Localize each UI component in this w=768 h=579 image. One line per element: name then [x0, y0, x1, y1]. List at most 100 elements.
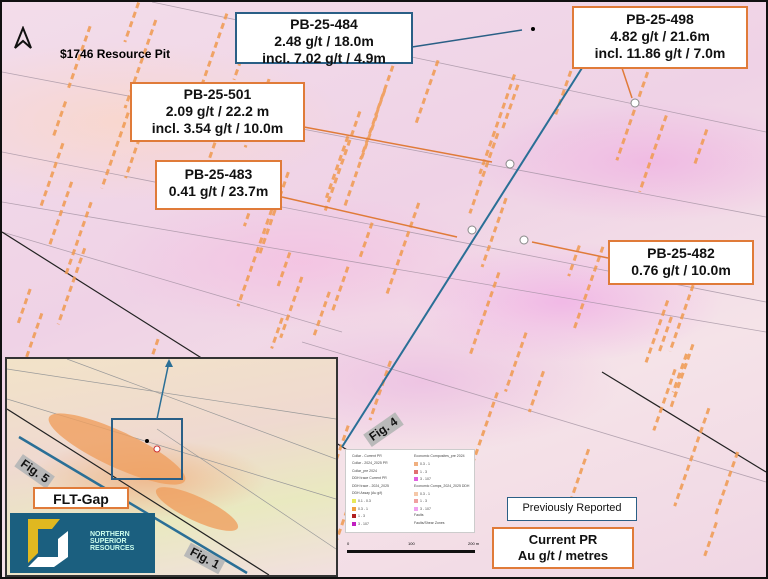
legend-label: 0.3 - 1 [420, 491, 430, 496]
drill-trace [374, 18, 411, 117]
drill-trace [357, 222, 374, 261]
legend-entry: 0.3 - 1 [352, 506, 368, 511]
logo-line: SUPERIOR [90, 538, 127, 545]
legend-swatch [352, 514, 356, 519]
logo-mark-icon [28, 519, 68, 567]
drill-trace [323, 111, 362, 212]
grade-incl: incl. 7.02 g/t / 4.9m [262, 49, 386, 66]
drill-trace [500, 84, 520, 132]
logo-line: RESOURCES [90, 545, 135, 552]
hole-id: PB-25-498 [626, 11, 694, 27]
legend-label: 1 - 3 [420, 499, 428, 504]
callout-pb-25-501: PB-25-501 2.09 g/t / 22.2 m incl. 3.54 g… [130, 82, 305, 142]
legend-swatch [414, 492, 418, 496]
north-arrow-icon [12, 25, 34, 57]
drill-trace [478, 74, 517, 175]
drill-trace [257, 171, 290, 257]
drill-trace [615, 71, 650, 161]
legend-label: Collar - Current PR [352, 454, 382, 458]
drill-trace [570, 448, 591, 499]
drill-trace [279, 276, 304, 339]
drill-trace [276, 251, 292, 287]
drill-trace [671, 353, 689, 393]
legend-label: 0.1 - 0.3 [358, 499, 371, 504]
key-current-units: Au g/t / metres [517, 547, 609, 563]
drill-trace [123, 19, 158, 109]
drill-trace [16, 288, 32, 326]
legend-entry: DDH trace Current PR [352, 476, 387, 481]
legend-label: Economic Composites_pre 2024 [414, 454, 465, 458]
legend-entry: Economic Composites_pre 2024 [414, 454, 465, 459]
drill-trace [652, 368, 677, 431]
legend-label: 1 - 3 [358, 514, 366, 519]
drill-trace [673, 407, 711, 507]
hole-id: PB-25-483 [184, 166, 253, 182]
drill-trace [51, 101, 68, 138]
legend-label: DDH trace - 2024_2025 [352, 483, 389, 488]
drill-trace [461, 391, 499, 493]
callout-pb-25-483: PB-25-483 0.41 g/t / 23.7m [155, 160, 282, 210]
legend-swatch [414, 477, 418, 482]
legend-label: DDH trace Current PR [352, 476, 387, 481]
legend-entry: Faults [414, 513, 424, 518]
inset-map: Fig. 5 Fig. 1 FLT-Gap NORTHERN SUPERIOR … [5, 357, 338, 577]
hole-id: PB-25-501 [183, 86, 252, 102]
legend-entry: Collar_pre 2024 [352, 469, 377, 474]
company-logo: NORTHERN SUPERIOR RESOURCES [10, 513, 155, 573]
drill-trace [63, 201, 93, 277]
drill-trace [56, 247, 87, 325]
scale-100: 100 [408, 541, 415, 546]
callout-pb-25-484: PB-25-484 2.48 g/t / 18.0m incl. 7.02 g/… [235, 12, 413, 66]
drill-trace [22, 312, 44, 366]
legend-entry: 0.1 - 0.3 [352, 499, 371, 504]
grade: 2.48 g/t / 18.0m [274, 32, 374, 49]
legend-entry: DDH Assay (Au g/t) [352, 491, 382, 496]
legend-label: 0.3 - 1 [420, 462, 430, 467]
drill-trace [324, 135, 350, 199]
legend-entry: 1 - 3 [352, 514, 366, 519]
grade-incl: incl. 3.54 g/t / 10.0m [151, 119, 284, 136]
drill-trace [504, 332, 528, 393]
section-line-fig4 [341, 67, 583, 448]
drill-trace [38, 142, 65, 209]
legend-swatch [414, 469, 418, 474]
legend-swatch [352, 521, 356, 526]
drill-trace [312, 291, 331, 336]
legend-label: 3 - 107 [358, 521, 369, 526]
drill-trace [384, 202, 421, 297]
drill-trace [468, 132, 500, 214]
legend-entry: 0.3 - 1 [414, 492, 430, 496]
legend-label: Faults/Shear Zones [414, 520, 445, 525]
drill-trace [100, 112, 130, 189]
legend-label: 0.3 - 1 [358, 506, 368, 511]
grade: 4.82 g/t / 21.6m [610, 27, 710, 44]
grade: 0.76 g/t / 10.0m [631, 261, 731, 278]
grade: 2.09 g/t / 22.2 m [165, 102, 270, 119]
legend-label: Faults [414, 513, 424, 518]
drill-trace [572, 246, 605, 330]
legend-entry: 3 - 107 [414, 506, 431, 511]
drill-trace [638, 114, 668, 193]
drill-trace [468, 271, 501, 356]
drill-trace [123, 2, 141, 43]
logo-text: NORTHERN SUPERIOR RESOURCES [90, 531, 134, 552]
drill-trace [714, 451, 740, 515]
legend-swatch [414, 462, 418, 467]
key-previously-reported: Previously Reported [507, 497, 637, 521]
logo-line: NORTHERN [90, 531, 130, 538]
hole-id: PB-25-484 [290, 16, 358, 32]
drill-trace [480, 197, 508, 268]
legend-entry: 3 - 107 [414, 477, 431, 482]
drill-trace [67, 25, 92, 89]
drill-trace [553, 70, 573, 119]
key-current-pr: Current PR Au g/t / metres [492, 527, 634, 569]
drill-trace [343, 114, 379, 208]
drill-trace [644, 299, 670, 363]
drill-trace [703, 521, 718, 557]
drill-trace [47, 181, 74, 247]
drill-trace [414, 59, 440, 126]
scale-0: 0 [347, 541, 350, 546]
legend-entry: Collar - 2024_2025 PR [352, 462, 388, 466]
drill-trace [567, 244, 581, 277]
